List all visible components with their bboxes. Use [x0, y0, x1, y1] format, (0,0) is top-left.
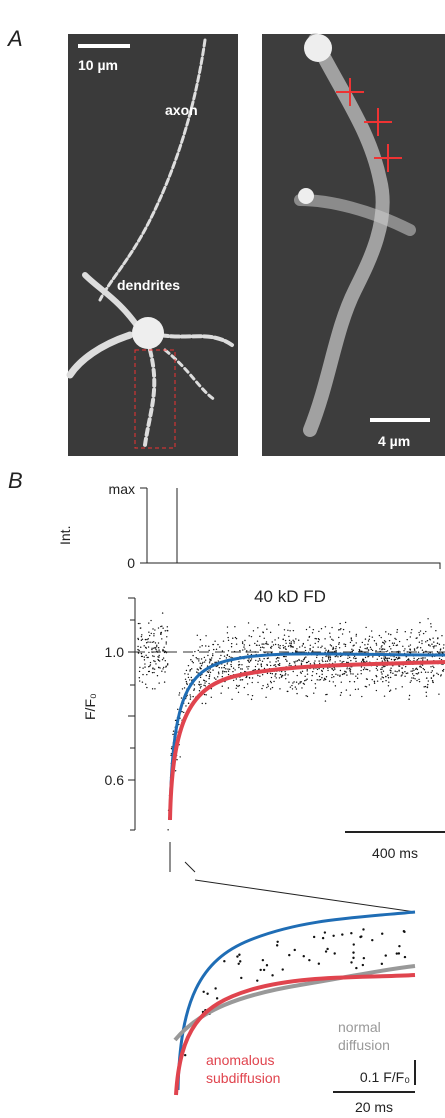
- axis-label: Int.: [57, 526, 73, 545]
- fit-curve: [168, 660, 445, 821]
- zoom-lines: [169, 842, 416, 913]
- scale-label: 4 µm: [378, 433, 410, 449]
- intensity-trace: [140, 487, 441, 569]
- plot-title: 40 kD FD: [254, 587, 326, 606]
- axis-label: F/F₀: [82, 693, 98, 720]
- cross-markers: [336, 78, 402, 172]
- tick-label: 1.0: [105, 644, 125, 660]
- fit-curve: [176, 910, 416, 1091]
- fit-curve: [168, 652, 445, 821]
- tick-label: max: [109, 481, 135, 497]
- image-label: dendrites: [117, 277, 180, 293]
- scale-label: 10 µm: [78, 57, 118, 73]
- y-axis: [128, 597, 136, 831]
- scale-label: 400 ms: [372, 845, 418, 861]
- tick-label: 0: [127, 555, 135, 571]
- zoom-box: [134, 349, 176, 449]
- curve-label: normal diffusion: [338, 1019, 390, 1053]
- scale-label: 0.1 F/F₀: [360, 1069, 410, 1085]
- fit-curve: [174, 973, 416, 1096]
- neuron: [66, 38, 234, 447]
- scale-label: 20 ms: [355, 1099, 393, 1115]
- tick-label: 0.6: [105, 772, 125, 788]
- panel-label: B: [8, 468, 23, 493]
- curve-label: anomalous subdiffusion: [206, 1052, 280, 1086]
- dendrite-zoom: [294, 33, 416, 437]
- image-label: axon: [165, 102, 198, 118]
- scatter-dots: [183, 928, 407, 1057]
- panel-label: A: [6, 26, 23, 51]
